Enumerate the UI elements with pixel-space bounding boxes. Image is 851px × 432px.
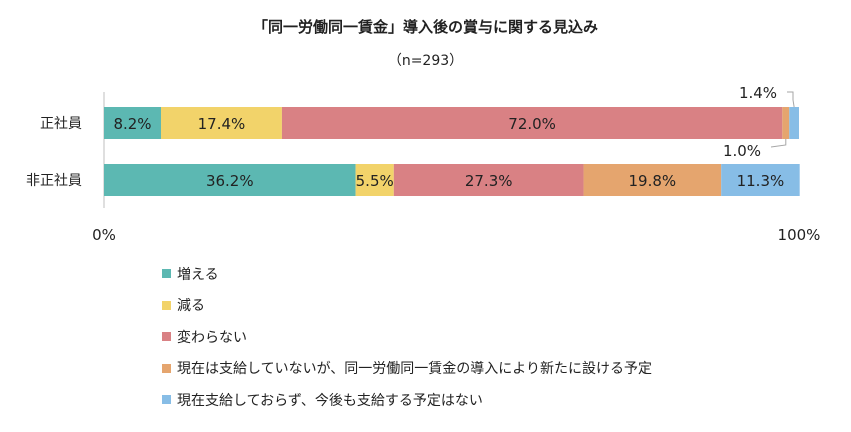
x-tick-label-0: 0% (92, 226, 116, 244)
legend: 増える 減る 変わらない 現在は支給していないが、同一労働同一賃金の導入により新… (162, 258, 652, 416)
x-tick-label-1: 100% (778, 226, 821, 244)
legend-label: 減る (177, 298, 205, 315)
legend-item-increase: 増える (162, 258, 652, 290)
category-label-1: 非正社員 (26, 173, 82, 189)
legend-swatch (162, 269, 171, 279)
data-label-0-4: 1.4% (739, 84, 777, 102)
legend-label: 変わらない (177, 329, 247, 346)
bar-segment-1-2 (393, 164, 584, 196)
data-label-1-1: 5.5% (356, 172, 394, 190)
legend-item-decrease: 減る (162, 290, 652, 322)
bar-segment-0-0 (104, 107, 161, 139)
legend-item-none-planned: 現在支給しておらず、今後も支給する予定はない (162, 384, 652, 416)
bar-segment-1-3 (583, 164, 722, 196)
legend-swatch (162, 300, 171, 310)
data-label-0-1: 17.4% (198, 115, 246, 133)
bar-segment-0-4 (789, 107, 799, 139)
legend-label: 増える (177, 266, 219, 283)
data-label-1-4: 11.3% (737, 172, 785, 190)
bar-segment-1-1 (355, 164, 394, 196)
chart-title: 「同一労働同一賃金」導入後の賞与に関する見込み (252, 18, 598, 36)
data-label-0-3: 1.0% (723, 142, 761, 160)
data-label-1-2: 27.3% (465, 172, 513, 190)
legend-swatch (162, 363, 171, 373)
callout-line-none-planned (787, 91, 795, 108)
legend-item-unchanged: 変わらない (162, 321, 652, 353)
bar-segment-0-1 (160, 107, 282, 139)
category-label-0: 正社員 (40, 116, 82, 132)
legend-label: 現在は支給していないが、同一労働同一賃金の導入により新たに設ける予定 (177, 361, 653, 378)
bar-segment-1-0 (104, 164, 356, 196)
legend-label: 現在支給しておらず、今後も支給する予定はない (177, 392, 483, 409)
bar-segment-0-3 (782, 107, 790, 139)
legend-swatch (162, 395, 171, 405)
data-label-0-0: 8.2% (113, 115, 151, 133)
legend-swatch (162, 332, 171, 342)
bar-segment-0-2 (281, 107, 783, 139)
data-label-1-0: 36.2% (206, 172, 254, 190)
bar-segment-1-4 (721, 164, 800, 196)
data-label-0-2: 72.0% (508, 115, 556, 133)
legend-item-new-plan: 現在は支給していないが、同一労働同一賃金の導入により新たに設ける予定 (162, 353, 652, 385)
chart-subtitle: （n=293） (387, 53, 464, 69)
callout-line-new-plan (770, 139, 787, 148)
data-label-1-3: 19.8% (629, 172, 677, 190)
